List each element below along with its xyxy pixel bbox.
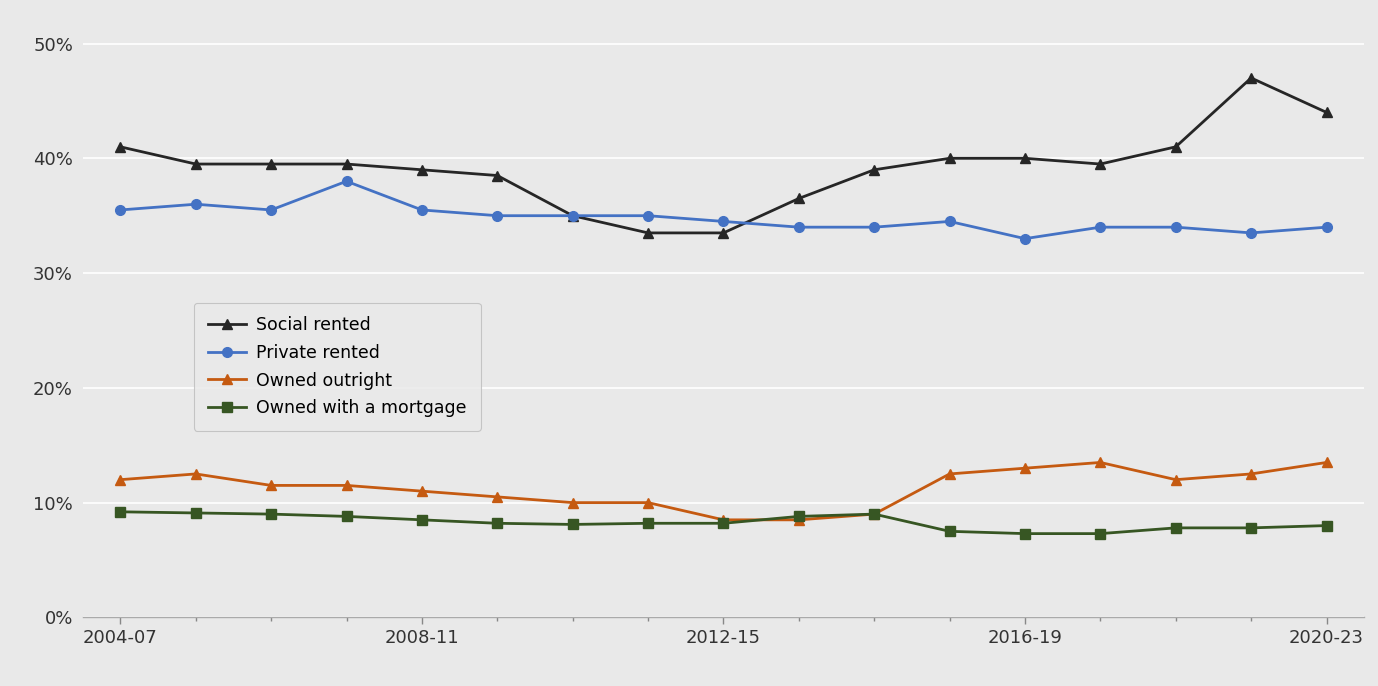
Social rented bbox=[1319, 108, 1335, 117]
Owned outright bbox=[791, 516, 808, 524]
Social rented bbox=[1017, 154, 1034, 163]
Owned with a mortgage bbox=[187, 509, 204, 517]
Owned with a mortgage bbox=[941, 528, 958, 536]
Social rented bbox=[565, 211, 582, 220]
Social rented bbox=[413, 166, 430, 174]
Line: Social rented: Social rented bbox=[116, 73, 1331, 238]
Social rented bbox=[941, 154, 958, 163]
Private rented bbox=[941, 217, 958, 226]
Legend: Social rented, Private rented, Owned outright, Owned with a mortgage: Social rented, Private rented, Owned out… bbox=[194, 303, 481, 431]
Owned outright bbox=[1167, 475, 1184, 484]
Owned with a mortgage bbox=[791, 512, 808, 521]
Owned with a mortgage bbox=[489, 519, 506, 528]
Line: Owned outright: Owned outright bbox=[116, 458, 1331, 525]
Social rented bbox=[263, 160, 280, 168]
Owned with a mortgage bbox=[639, 519, 656, 528]
Social rented bbox=[112, 143, 128, 151]
Private rented bbox=[1319, 223, 1335, 231]
Private rented bbox=[1017, 235, 1034, 243]
Private rented bbox=[112, 206, 128, 214]
Private rented bbox=[715, 217, 732, 226]
Owned outright bbox=[865, 510, 882, 518]
Owned outright bbox=[1093, 458, 1109, 466]
Social rented bbox=[865, 166, 882, 174]
Private rented bbox=[791, 223, 808, 231]
Social rented bbox=[1167, 143, 1184, 151]
Owned with a mortgage bbox=[1167, 524, 1184, 532]
Private rented bbox=[413, 206, 430, 214]
Owned outright bbox=[413, 487, 430, 495]
Owned with a mortgage bbox=[865, 510, 882, 518]
Social rented bbox=[791, 194, 808, 202]
Owned with a mortgage bbox=[715, 519, 732, 528]
Private rented bbox=[565, 211, 582, 220]
Owned outright bbox=[263, 482, 280, 490]
Social rented bbox=[187, 160, 204, 168]
Owned with a mortgage bbox=[1017, 530, 1034, 538]
Private rented bbox=[338, 177, 354, 185]
Owned outright bbox=[1017, 464, 1034, 473]
Line: Private rented: Private rented bbox=[116, 176, 1331, 244]
Social rented bbox=[489, 172, 506, 180]
Owned with a mortgage bbox=[565, 520, 582, 528]
Social rented bbox=[338, 160, 354, 168]
Private rented bbox=[489, 211, 506, 220]
Private rented bbox=[187, 200, 204, 209]
Owned outright bbox=[941, 470, 958, 478]
Owned outright bbox=[1243, 470, 1259, 478]
Owned with a mortgage bbox=[1093, 530, 1109, 538]
Line: Owned with a mortgage: Owned with a mortgage bbox=[116, 507, 1331, 539]
Owned outright bbox=[1319, 458, 1335, 466]
Owned with a mortgage bbox=[1243, 524, 1259, 532]
Private rented bbox=[1243, 229, 1259, 237]
Owned outright bbox=[187, 470, 204, 478]
Private rented bbox=[263, 206, 280, 214]
Owned with a mortgage bbox=[338, 512, 354, 521]
Private rented bbox=[865, 223, 882, 231]
Owned outright bbox=[489, 493, 506, 501]
Owned outright bbox=[565, 499, 582, 507]
Owned outright bbox=[639, 499, 656, 507]
Owned with a mortgage bbox=[112, 508, 128, 516]
Social rented bbox=[639, 229, 656, 237]
Private rented bbox=[1167, 223, 1184, 231]
Private rented bbox=[1093, 223, 1109, 231]
Private rented bbox=[639, 211, 656, 220]
Owned outright bbox=[715, 516, 732, 524]
Social rented bbox=[1093, 160, 1109, 168]
Owned outright bbox=[338, 482, 354, 490]
Social rented bbox=[1243, 74, 1259, 82]
Owned outright bbox=[112, 475, 128, 484]
Owned with a mortgage bbox=[413, 516, 430, 524]
Owned with a mortgage bbox=[263, 510, 280, 518]
Social rented bbox=[715, 229, 732, 237]
Owned with a mortgage bbox=[1319, 521, 1335, 530]
